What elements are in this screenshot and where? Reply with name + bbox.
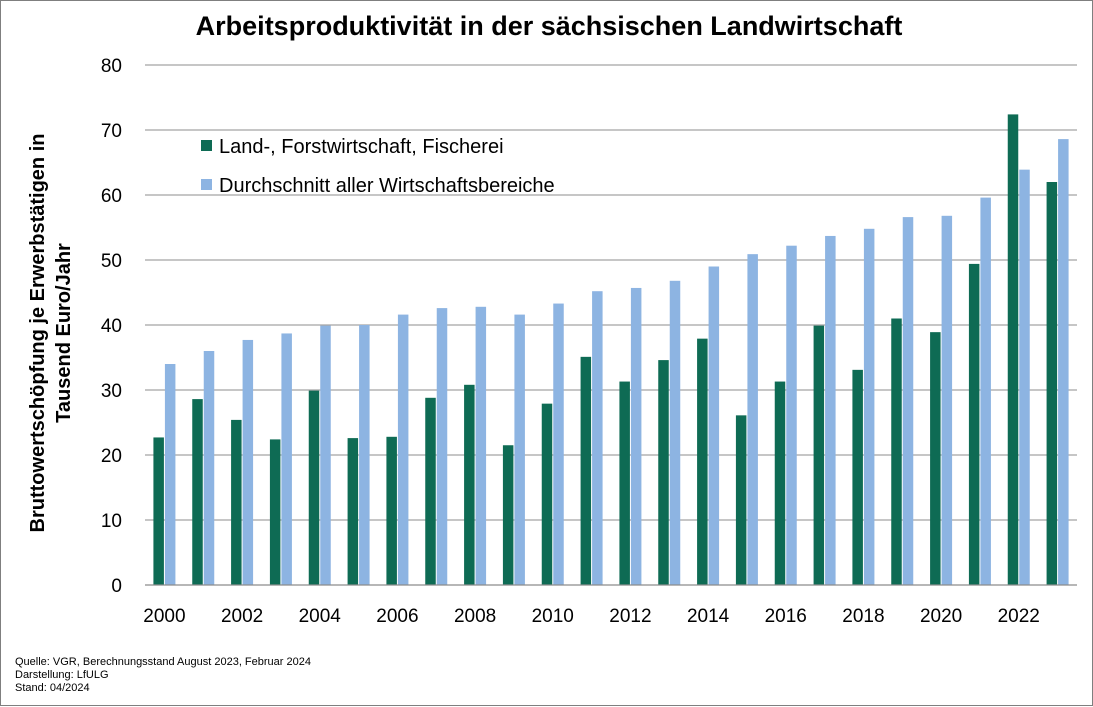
bar-land-2000: [153, 437, 164, 585]
bar-land-2010: [541, 403, 553, 585]
bar-durchschnitt-2017: [825, 235, 836, 585]
bar-land-2006: [386, 436, 397, 585]
bar-land-2004: [308, 390, 320, 585]
bar-durchschnitt-2004: [320, 325, 331, 585]
bar-land-2005: [347, 438, 359, 585]
bar-land-2007: [425, 397, 436, 585]
bar-durchschnitt-2018: [863, 228, 875, 586]
y-tick-label: 20: [101, 446, 122, 467]
bar-land-2020: [930, 332, 941, 585]
bar-land-2013: [658, 360, 669, 585]
y-tick-label: 30: [101, 381, 122, 402]
footer: Quelle: VGR, Berechnungsstand August 202…: [15, 656, 311, 695]
x-tick-label: 2016: [765, 606, 807, 627]
bar-land-2021: [968, 263, 980, 585]
bar-land-2014: [697, 338, 708, 585]
bar-durchschnitt-2023: [1058, 139, 1069, 585]
bar-durchschnitt-2013: [669, 280, 681, 585]
bar-durchschnitt-2006: [397, 314, 409, 585]
y-axis-label: Tausend Euro/Jahr: [53, 243, 75, 423]
bar-land-2015: [735, 415, 747, 585]
x-tick-label: 2004: [299, 606, 342, 627]
bar-durchschnitt-2001: [203, 351, 215, 585]
bar-durchschnitt-2002: [242, 339, 254, 585]
x-tick-label: 2006: [376, 606, 418, 627]
bar-durchschnitt-2012: [630, 287, 642, 585]
y-tick-label: 10: [101, 511, 122, 532]
footer-credit: Darstellung: LfULG: [15, 669, 109, 681]
bar-land-2008: [464, 384, 475, 585]
y-tick-label: 60: [101, 186, 122, 207]
x-tick-label: 2018: [842, 606, 884, 627]
bar-durchschnitt-2007: [436, 308, 448, 585]
bar-land-2003: [269, 439, 281, 585]
bar-durchschnitt-2009: [514, 314, 525, 585]
y-tick-label: 70: [101, 121, 122, 142]
y-tick-label: 50: [101, 251, 122, 272]
legend-swatch-land: [201, 140, 212, 151]
bar-land-2009: [502, 445, 514, 585]
y-axis-label: Bruttowertschöpfung je Erwerbstätigen in: [27, 134, 49, 533]
footer-source: Quelle: VGR, Berechnungsstand August 202…: [15, 656, 311, 668]
x-tick-label: 2008: [454, 606, 496, 627]
bar-land-2023: [1046, 182, 1058, 585]
bar-durchschnitt-2003: [281, 333, 292, 585]
bar-land-2016: [774, 381, 786, 585]
legend-swatch-durchschnitt: [201, 179, 212, 190]
x-tick-label: 2002: [221, 606, 263, 627]
bar-durchschnitt-2000: [164, 364, 176, 585]
bar-durchschnitt-2019: [902, 217, 914, 585]
footer-date: Stand: 04/2024: [15, 682, 90, 694]
bar-land-2019: [891, 318, 902, 585]
legend-label-land: Land-, Forstwirtschaft, Fischerei: [219, 136, 504, 158]
bar-land-2022: [1007, 114, 1019, 586]
bar-durchschnitt-2010: [553, 303, 564, 585]
bar-land-2012: [619, 381, 630, 585]
bar-durchschnitt-2015: [747, 254, 758, 585]
bar-land-2001: [192, 399, 203, 585]
bar-durchschnitt-2011: [592, 291, 603, 585]
x-tick-label: 2000: [143, 606, 185, 627]
bar-land-2011: [580, 356, 592, 585]
bar-land-2018: [852, 369, 863, 585]
bar-durchschnitt-2016: [786, 245, 797, 585]
x-tick-label: 2010: [532, 606, 574, 627]
bar-land-2002: [231, 419, 242, 585]
x-tick-label: 2020: [920, 606, 962, 627]
y-tick-label: 80: [101, 56, 122, 77]
chart-title: Arbeitsproduktivität in der sächsischen …: [195, 11, 903, 41]
bar-durchschnitt-2005: [359, 325, 370, 585]
bar-durchschnitt-2014: [708, 266, 720, 585]
bar-land-2017: [813, 325, 825, 585]
x-tick-label: 2012: [609, 606, 651, 627]
bar-durchschnitt-2020: [941, 215, 953, 586]
bar-durchschnitt-2022: [1019, 169, 1030, 585]
x-tick-label: 2022: [998, 606, 1040, 627]
legend-label-durchschnitt: Durchschnitt aller Wirtschaftsbereiche: [219, 175, 555, 197]
y-tick-label: 40: [101, 316, 122, 337]
x-tick-label: 2014: [687, 606, 730, 627]
bar-durchschnitt-2008: [475, 306, 487, 585]
bar-durchschnitt-2021: [980, 197, 991, 585]
y-tick-label: 0: [111, 576, 122, 597]
